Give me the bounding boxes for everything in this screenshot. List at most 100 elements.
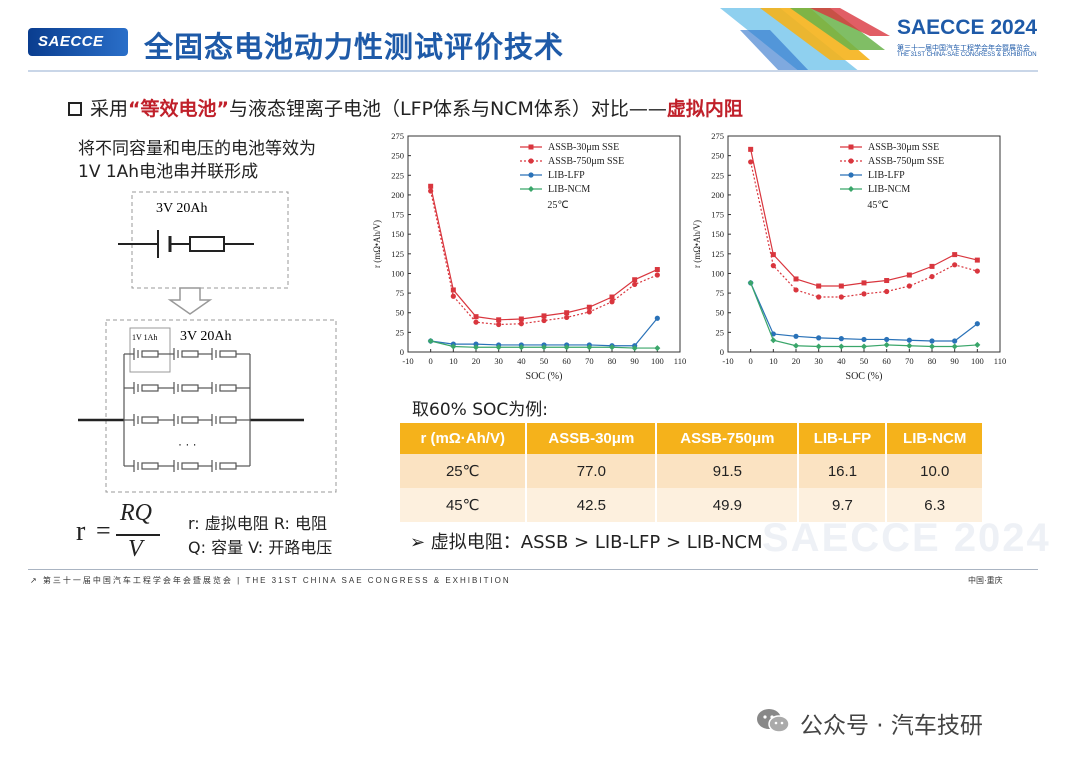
- x-tick-label: 40: [837, 356, 846, 366]
- data-point: [632, 281, 638, 288]
- ellipsis: · · ·: [178, 437, 197, 451]
- legend-marker: [848, 158, 854, 164]
- data-point: [748, 159, 754, 165]
- temperature-annotation: 25℃: [547, 200, 568, 211]
- legend-marker: [528, 158, 534, 164]
- x-tick-label: 100: [971, 356, 984, 366]
- table-header-cell: LIB-NCM: [886, 423, 984, 454]
- subtitle-part2: 与液态锂离子电池（LFP体系与NCM体系）对比——: [229, 98, 667, 120]
- data-point: [586, 304, 592, 310]
- x-tick-label: 90: [950, 356, 959, 366]
- data-point: [838, 336, 844, 342]
- y-tick-label: 75: [396, 288, 405, 298]
- footer-right-text: 中国·重庆: [968, 576, 1003, 585]
- slide-header: SAECCE 全固态电池动力性测试评价技术 SAECCE 2024 第三十一届中…: [0, 0, 1080, 78]
- y-tick-label: 250: [391, 151, 404, 161]
- x-tick-label: 80: [928, 356, 937, 366]
- chart-45c: -10 0 10 20 30 40 50 60 70 80 90 100 110 0 25 50 75 100 12…: [690, 126, 1010, 394]
- data-point: [609, 299, 615, 305]
- table-row: 45℃ 42.5 49.9 9.7 6.3: [400, 488, 984, 522]
- formula-equals: =: [96, 516, 111, 545]
- table-cell: 9.7: [798, 488, 888, 522]
- data-point: [951, 343, 958, 350]
- description-line-2: 1V 1Ah电池串并联形成: [78, 162, 259, 182]
- wechat-official-account[interactable]: 公众号 · 汽车技研: [756, 702, 1046, 742]
- chart-25c: -10 0 10 20 30 40 50 60 70 80 90 100 110 0 25 50 75 100 12…: [370, 126, 690, 394]
- data-point: [952, 338, 958, 344]
- x-tick-label: 90: [630, 356, 639, 366]
- saecce-logo-sub-en: THE 31ST CHINA-SAE CONGRESS & EXHIBITION: [897, 52, 1037, 58]
- legend-label: ASSB-30μm SSE: [868, 142, 939, 153]
- data-point: [609, 294, 615, 300]
- y-tick-label: 0: [400, 347, 404, 357]
- data-point: [974, 321, 980, 327]
- data-point: [473, 314, 479, 320]
- data-point: [473, 341, 479, 347]
- series-line: [750, 161, 978, 298]
- table-header-row: r (mΩ·Ah/V) ASSB-30μm ASSB-750μm LIB-LFP…: [400, 423, 984, 454]
- data-point: [654, 272, 660, 278]
- table-header-cell: LIB-LFP: [798, 423, 888, 454]
- y-tick-label: 275: [711, 131, 724, 141]
- y-axis-label: r (mΩ•Ah/V): [692, 220, 702, 268]
- data-point: [883, 341, 890, 348]
- y-tick-label: 275: [391, 131, 404, 141]
- x-tick-label: 110: [674, 356, 686, 366]
- single-cell-label: 3V 20Ah: [156, 201, 207, 216]
- legend-label: LIB-NCM: [548, 184, 590, 195]
- subtitle-highlight-equivalent: “等效电池”: [128, 98, 229, 120]
- data-point: [884, 336, 890, 343]
- data-point: [816, 294, 822, 300]
- data-point: [518, 344, 525, 351]
- cell-grid: [124, 348, 250, 472]
- data-point: [861, 291, 867, 297]
- x-tick-label: -10: [402, 356, 413, 366]
- legend-marker: [528, 186, 534, 192]
- y-tick-label: 250: [711, 151, 724, 161]
- description-line-1: 将不同容量和电压的电池等效为: [78, 139, 316, 159]
- y-tick-label: 25: [716, 327, 725, 337]
- equivalent-circuit-diagram: 3V 20Ah 3V 20Ah 1V 1Ah: [78, 191, 337, 493]
- legend-label: LIB-NCM: [868, 184, 910, 195]
- slide-subtitle: 采用“等效电池”与液态锂离子电池（LFP体系与NCM体系）对比——虚拟内阻: [68, 94, 743, 121]
- y-tick-label: 100: [711, 268, 724, 278]
- data-point: [816, 335, 822, 341]
- legend-label: LIB-LFP: [548, 170, 585, 181]
- data-point: [816, 283, 822, 289]
- x-tick-label: 30: [494, 356, 503, 366]
- data-point: [654, 267, 660, 273]
- legend-marker: [848, 172, 854, 178]
- legend-label: ASSB-750μm SSE: [868, 156, 944, 167]
- battery-pack-box: [105, 319, 337, 493]
- data-point: [770, 337, 777, 344]
- x-tick-label: 10: [769, 356, 778, 366]
- data-point: [564, 310, 570, 316]
- unit-cell-highlight: [129, 327, 171, 373]
- data-point: [450, 293, 456, 299]
- y-tick-label: 225: [391, 170, 404, 180]
- x-tick-label: 100: [651, 356, 664, 366]
- data-point: [518, 321, 524, 327]
- data-point: [632, 277, 638, 283]
- data-point: [861, 280, 867, 286]
- x-tick-label: 60: [562, 356, 571, 366]
- data-point: [793, 333, 799, 339]
- y-tick-label: 25: [396, 327, 405, 337]
- data-point: [427, 338, 434, 345]
- series-line: [750, 149, 978, 287]
- data-point: [473, 344, 479, 351]
- table-cell: 45℃: [400, 488, 528, 522]
- data-point: [631, 345, 638, 352]
- y-tick-label: 50: [716, 308, 725, 318]
- y-tick-label: 150: [391, 229, 404, 239]
- saecce-logo-right: SAECCE 2024: [897, 16, 1038, 39]
- formula-lhs: r: [76, 516, 86, 547]
- table-header-cell: ASSB-30μm: [526, 423, 658, 454]
- x-tick-label: 70: [585, 356, 594, 366]
- resistor-symbol: [189, 236, 225, 252]
- page-title: 全固态电池动力性测试评价技术: [144, 30, 565, 64]
- x-tick-label: -10: [722, 356, 733, 366]
- battery-pack-label: 3V 20Ah: [180, 329, 231, 344]
- table-cell: 6.3: [886, 488, 984, 522]
- data-point: [496, 317, 502, 323]
